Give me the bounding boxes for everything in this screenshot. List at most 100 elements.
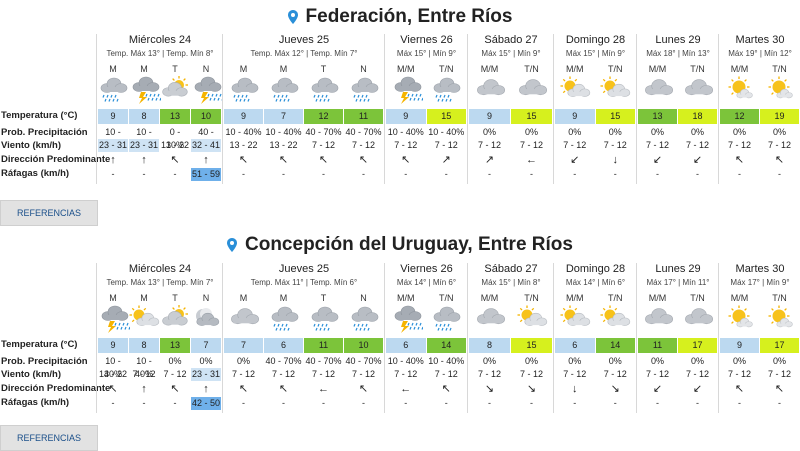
day-min-max: Temp. Máx 13° | Temp. Mín 8° (106, 49, 214, 58)
period-label: M (279, 293, 288, 303)
period-column: M 8 10 - 40%23 - 31 ↑ - (127, 34, 162, 184)
day-min-max: Máx 15° | Mín 9° (565, 49, 626, 58)
period-column: T/N 14 10 - 40% 7 - 12 ↖ - (426, 263, 466, 413)
cloudy-icon (473, 76, 507, 104)
precipitation-cell: 0% (199, 356, 213, 366)
period-label: M/M (480, 64, 499, 74)
temperature-cell: 10 (344, 338, 383, 353)
wind-cell: 7 - 12 (727, 140, 751, 150)
sunny-cloud-icon (723, 305, 757, 333)
wind-cell: 7 - 12 (311, 140, 335, 150)
wind-direction-arrow-icon: ↙ (652, 383, 663, 395)
period-column: M 9 10 - 40% 13 - 22 ↖ - (224, 34, 263, 184)
partly-sunny-icon (127, 305, 161, 333)
precipitation-cell: 0% (236, 356, 250, 366)
day-column: Jueves 25 Temp. Máx 12° | Temp. Mín 7° M 9… (222, 34, 385, 184)
precipitation-cell: 0% (568, 127, 582, 137)
precipitation-cell: 0% (568, 356, 582, 366)
wind-cell: 13 - 22 (269, 140, 298, 150)
cloudy-icon (681, 76, 715, 104)
precipitation-cell: 0% (732, 356, 746, 366)
period-label: T/N (690, 293, 705, 303)
temperature-cell: 10 (191, 109, 221, 124)
gust-cell: - (444, 169, 448, 179)
day-min-max: Máx 15° | Mín 8° (481, 278, 541, 287)
period-column: T 12 40 - 70% 7 - 12 ↖ - (304, 34, 343, 184)
day-name: Sábado 27 (484, 34, 538, 46)
period-label: T/N (439, 64, 454, 74)
cloud-storm-icon (96, 305, 131, 333)
day-column: Sábado 27 Máx 15° | Mín 9° M/M 9 0% 7 - 12 ↗ -… (467, 34, 554, 184)
precipitation-cell: 0% (608, 356, 622, 366)
period-label: T/N (772, 293, 787, 303)
gust-cell: - (613, 398, 617, 408)
cloud-rain-heavy-icon (429, 76, 463, 104)
wind-direction-arrow-icon: ↑ (110, 154, 116, 166)
day-name: Miércoles 24 (128, 263, 192, 275)
gust-cell: - (173, 169, 177, 179)
period-label: N (360, 293, 367, 303)
cloud-storm-icon (127, 76, 162, 104)
wind-cell: 7 - 12 (645, 369, 669, 379)
period-label: T (320, 64, 327, 74)
wind-cell: 7 - 12 (767, 140, 791, 150)
wind-direction-arrow-icon: ↖ (318, 154, 329, 166)
forecast-concepcion: Concepción del Uruguay, Entre Ríos Tempe… (0, 225, 800, 451)
period-column: N 10 40 - 70%32 - 41 ↑ 51 - 59 (189, 34, 224, 184)
gust-cell: - (573, 398, 577, 408)
period-column: M 7 10 - 40% 13 - 22 ↖ - (264, 34, 303, 184)
wind-direction-arrow-icon: ↓ (572, 383, 578, 395)
row-label: Viento (km/h) (1, 369, 61, 380)
wind-direction-arrow-icon: ↖ (170, 154, 180, 166)
temperature-cell: 9 (720, 338, 759, 353)
cloudy-icon (473, 305, 507, 333)
period-column: T 11 40 - 70% 7 - 12 ← - (304, 263, 343, 413)
period-column: T 13 0% 7 - 12 ↖ - (160, 263, 190, 413)
period-label: M (140, 293, 148, 303)
temperature-cell: 8 (129, 338, 159, 353)
location-title-text: Concepción del Uruguay, Entre Ríos (245, 234, 573, 255)
sunny-cloud-icon (763, 76, 797, 104)
gust-cell: - (362, 169, 365, 179)
gust-cell: - (613, 169, 617, 179)
location-title-text: Federación, Entre Ríos (305, 6, 513, 27)
gust-cell: 42 - 50 (191, 397, 221, 410)
day-min-max: Máx 14° | Mín 6° (396, 278, 457, 287)
gust-cell: - (530, 398, 533, 408)
location-pin-icon (287, 10, 298, 24)
cloud-storm-icon (189, 76, 224, 104)
period-column: T/N 15 10 - 40% 7 - 12 ↗ - (426, 34, 466, 184)
period-column: M/M 9 0% 7 - 12 ↗ - (469, 34, 510, 184)
temperature-cell: 17 (760, 338, 799, 353)
day-column: Lunes 29 Máx 18° | Mín 13° M/M 13 0% 7 - 12 ↙… (636, 34, 719, 184)
day-name: Miércoles 24 (128, 34, 192, 46)
day-name: Lunes 29 (655, 263, 701, 275)
gust-cell: - (282, 169, 285, 179)
precipitation-cell: 0% (482, 356, 496, 366)
cloud-storm-icon (389, 305, 424, 333)
gust-cell: - (362, 398, 365, 408)
temperature-cell: 14 (426, 338, 466, 353)
references-button[interactable]: REFERENCIAS (0, 200, 98, 226)
precipitation-cell: 0% (650, 127, 664, 137)
wind-cell: 32 - 41 (191, 139, 221, 152)
gust-cell: - (282, 398, 285, 408)
cloud-rain-heavy-icon (347, 305, 381, 333)
temperature-cell: 15 (511, 109, 552, 124)
wind-direction-arrow-icon: ↑ (203, 154, 209, 166)
wind-cell: 7 - 12 (767, 369, 791, 379)
day-min-max: Temp. Máx 11° | Temp. Mín 6° (250, 278, 358, 287)
wind-direction-arrow-icon: ↖ (774, 154, 785, 166)
period-column: M/M 9 0% 7 - 12 ↖ - (720, 263, 759, 413)
cloud-storm-icon (389, 76, 424, 104)
references-button[interactable]: REFERENCIAS (0, 425, 98, 451)
period-column: N 11 40 - 70% 7 - 12 ↖ - (344, 34, 383, 184)
precipitation-cell: 40 - 70% (345, 127, 382, 137)
gust-cell: - (173, 398, 177, 408)
period-label: T (172, 64, 178, 74)
forecast-federacion: Federación, Entre Ríos Temperatura (°C) P… (0, 0, 800, 226)
day-min-max: Máx 14° | Mín 6° (565, 278, 626, 287)
day-name: Sábado 27 (484, 263, 538, 275)
wind-direction-arrow-icon: ↖ (734, 154, 745, 166)
day-column: Lunes 29 Máx 17° | Mín 11° M/M 11 0% 7 - 12 ↙… (636, 263, 719, 413)
